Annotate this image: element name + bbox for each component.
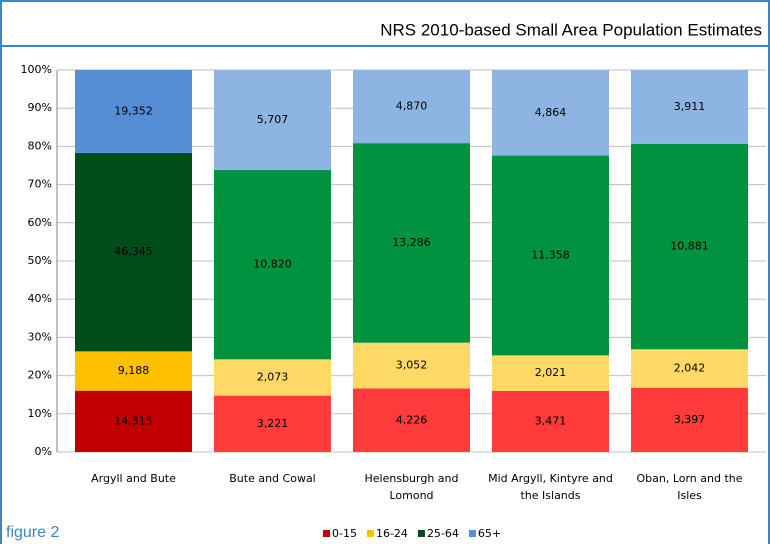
bar-segment — [353, 70, 470, 144]
data-label: 19,352 — [114, 104, 153, 117]
data-label: 4,864 — [535, 106, 567, 119]
bar-segment — [492, 355, 609, 391]
chart-title: NRS 2010-based Small Area Population Est… — [380, 20, 762, 39]
data-label: 2,021 — [535, 366, 567, 379]
bar-segment — [353, 342, 470, 389]
y-tick-label: 30% — [28, 330, 52, 343]
x-tick-label: Argyll and Bute — [91, 472, 176, 485]
bar-segment — [75, 152, 192, 352]
legend-label: 16-24 — [376, 527, 408, 540]
bar-segment — [631, 349, 748, 388]
data-label: 2,073 — [257, 370, 289, 383]
data-label: 10,820 — [253, 258, 292, 271]
bar-segment — [214, 359, 331, 396]
data-label: 5,707 — [257, 113, 289, 126]
bar-segment — [214, 70, 331, 170]
data-label: 10,881 — [670, 240, 709, 253]
caption: figure 2 — [6, 524, 59, 541]
bar-segment — [353, 143, 470, 343]
legend-label: 25-64 — [427, 527, 459, 540]
y-tick-label: 10% — [28, 407, 52, 420]
bar-segment — [631, 70, 748, 144]
data-label: 4,226 — [396, 413, 428, 426]
y-tick-label: 90% — [28, 101, 52, 114]
data-label: 13,286 — [392, 236, 431, 249]
data-label: 3,397 — [674, 413, 706, 426]
bar-segment — [75, 390, 192, 452]
y-tick-label: 20% — [28, 369, 52, 382]
legend-label: 0-15 — [332, 527, 357, 540]
x-tick-label: Mid Argyll, Kintyre and the Islands — [488, 472, 613, 502]
data-label: 4,870 — [396, 100, 428, 113]
y-tick-label: 50% — [28, 254, 52, 267]
bar-segment — [631, 143, 748, 350]
bar-segment — [492, 155, 609, 356]
bar-segment — [214, 169, 331, 360]
legend-swatch — [417, 530, 425, 537]
y-tick-label: 70% — [28, 178, 52, 191]
bar-segment — [75, 351, 192, 391]
y-tick-label: 40% — [28, 292, 52, 305]
data-label: 3,221 — [257, 417, 289, 430]
data-label: 11,358 — [531, 248, 570, 261]
legend-swatch — [468, 530, 476, 537]
legend-label: 65+ — [478, 527, 501, 540]
bar-segment — [353, 388, 470, 452]
data-label: 3,052 — [396, 359, 428, 372]
data-label: 3,911 — [674, 100, 706, 113]
y-tick-label: 60% — [28, 216, 52, 229]
legend-swatch — [366, 530, 374, 537]
bar-segment — [492, 390, 609, 452]
y-tick-label: 80% — [28, 139, 52, 152]
legend-swatch — [323, 530, 330, 537]
x-tick-label: Oban, Lorn and the Isles — [636, 472, 743, 502]
bar-segment — [214, 395, 331, 452]
x-tick-label: Bute and Cowal — [229, 472, 316, 485]
y-tick-label: 100% — [21, 63, 52, 76]
bar-segment — [75, 70, 192, 153]
y-tick-label: 0% — [35, 445, 52, 458]
data-label: 3,471 — [535, 414, 567, 427]
data-label: 14,315 — [114, 414, 153, 427]
bar-segment — [631, 387, 748, 452]
data-label: 2,042 — [674, 362, 706, 375]
data-label: 9,188 — [118, 364, 150, 377]
bar-segment — [492, 70, 609, 156]
data-label: 46,345 — [114, 245, 153, 258]
x-tick-label: Helensburgh and Lomond — [364, 472, 459, 502]
